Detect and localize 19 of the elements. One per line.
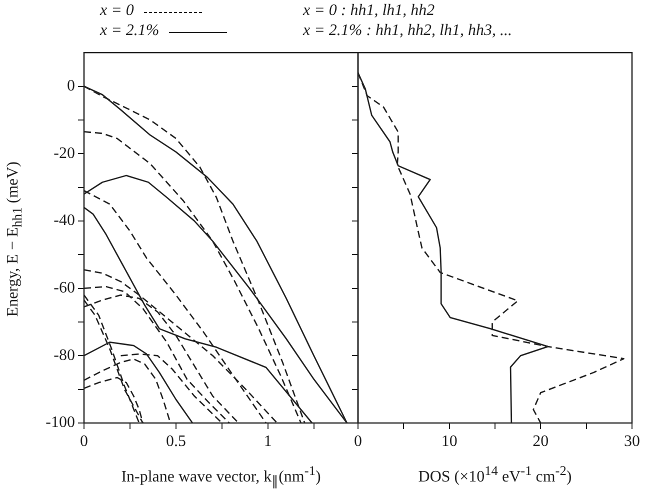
x-tick-label: 1 xyxy=(264,432,272,450)
text: x = 0 : hh1, lh1, hh2 xyxy=(303,2,435,20)
x-tick-label: 10 xyxy=(441,432,458,450)
text: x = 2.1% : hh1, hh2, lh1, hh3, ... xyxy=(303,22,512,40)
y-tick-label: -20 xyxy=(54,144,75,162)
y-tick-label: 0 xyxy=(67,77,75,94)
x-axis-title: DOS (×10$^{14}$ eV$^{-1}$ cm$^{-2}$) xyxy=(417,462,573,486)
legend-label: x = 0 xyxy=(100,2,134,20)
x-tick-label: 0 xyxy=(80,432,88,450)
y-tick-label: -80 xyxy=(54,346,75,364)
x-tick-label: 30 xyxy=(624,432,640,450)
x-tick-label: 20 xyxy=(532,432,549,450)
y-tick-label: -60 xyxy=(54,280,75,297)
x-tick-label: 0.5 xyxy=(166,432,186,450)
y-tick-label: -100 xyxy=(46,414,75,432)
x-axis-title: In-plane wave vector, k$_{∥}$(nm$^{-1}$) xyxy=(120,462,322,491)
legend-label: x = 2.1% xyxy=(100,22,160,40)
y-tick-label: -40 xyxy=(54,212,75,230)
x-tick-label: 0 xyxy=(354,432,362,450)
